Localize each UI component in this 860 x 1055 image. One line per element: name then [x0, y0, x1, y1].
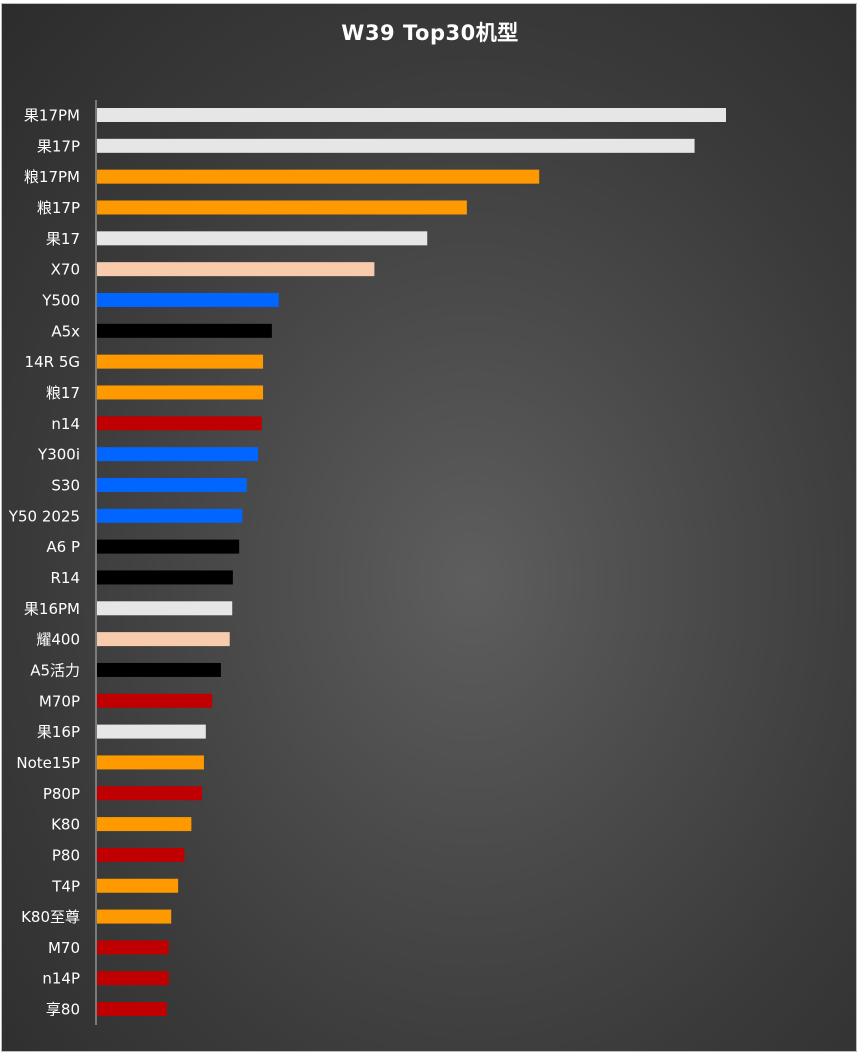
category-label-3: 粮17P	[37, 199, 80, 217]
category-label-2: 粮17PM	[24, 168, 80, 186]
category-label-15: R14	[50, 569, 80, 587]
category-label-14: A6 P	[46, 538, 80, 556]
bar-21	[97, 755, 204, 770]
category-label-8: 14R 5G	[25, 353, 80, 371]
bar-20	[97, 724, 206, 739]
bar-23	[97, 817, 192, 832]
category-label-20: 果16P	[37, 723, 80, 741]
category-label-16: 果16PM	[24, 600, 80, 618]
category-label-18: A5活力	[30, 661, 80, 679]
category-label-11: Y300i	[37, 446, 80, 464]
category-label-29: 享80	[46, 1001, 80, 1019]
category-label-10: n14	[51, 415, 80, 433]
bar-13	[97, 508, 243, 523]
category-label-24: P80	[52, 846, 80, 864]
category-label-4: 果17	[46, 230, 80, 248]
bar-6	[97, 292, 279, 307]
category-label-1: 果17P	[37, 137, 80, 155]
bar-14	[97, 539, 240, 554]
category-label-25: T4P	[51, 877, 80, 895]
bar-25	[97, 878, 179, 893]
bar-15	[97, 570, 233, 585]
bar-8	[97, 354, 264, 369]
bar-12	[97, 477, 247, 492]
bar-4	[97, 231, 428, 246]
bars-group	[97, 108, 726, 1017]
category-label-21: Note15P	[16, 754, 80, 772]
bar-9	[97, 385, 264, 400]
bar-29	[97, 1002, 167, 1017]
bar-0	[97, 108, 726, 122]
category-label-27: M70	[48, 939, 80, 957]
category-label-0: 果17PM	[24, 107, 80, 125]
category-label-9: 粮17	[46, 384, 80, 402]
bar-16	[97, 601, 233, 616]
bar-1	[97, 138, 695, 153]
category-label-5: X70	[51, 261, 80, 279]
category-label-23: K80	[51, 816, 80, 834]
bar-19	[97, 693, 213, 708]
bar-24	[97, 847, 185, 862]
category-label-6: Y500	[41, 291, 80, 309]
category-label-13: Y50 2025	[8, 507, 80, 525]
bar-27	[97, 940, 169, 955]
bar-7	[97, 323, 272, 338]
bar-18	[97, 662, 221, 677]
bar-22	[97, 786, 203, 801]
bar-3	[97, 200, 467, 215]
category-label-17: 耀400	[36, 631, 80, 649]
bar-26	[97, 909, 172, 924]
category-label-22: P80P	[43, 785, 80, 803]
category-label-7: A5x	[51, 322, 80, 340]
bar-2	[97, 169, 540, 184]
bar-5	[97, 262, 375, 277]
category-label-26: K80至尊	[21, 908, 80, 926]
category-label-28: n14P	[42, 970, 80, 988]
bar-17	[97, 632, 230, 647]
category-label-12: S30	[51, 476, 80, 494]
chart-title: W39 Top30机型	[341, 21, 519, 45]
bar-28	[97, 971, 169, 986]
category-label-19: M70P	[39, 692, 80, 710]
category-labels-group: 果17PM 果17P 粮17PM 粮17P 果17 X70 Y500 A5x 14R 5G 粮17…	[8, 107, 80, 1019]
bar-10	[97, 416, 262, 431]
bar-11	[97, 447, 259, 462]
